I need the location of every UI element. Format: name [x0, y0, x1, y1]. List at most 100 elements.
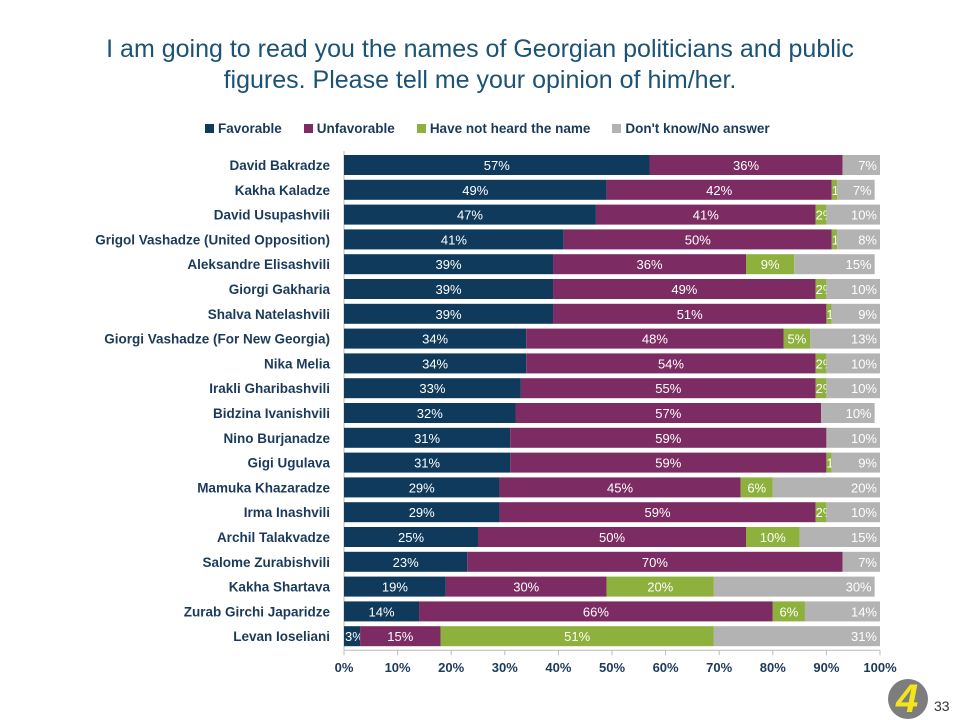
x-tick-label: 70% — [706, 660, 732, 675]
data-label: 49% — [462, 183, 488, 198]
bar-segment — [826, 378, 880, 399]
category-label: Salome Zurabishvili — [202, 555, 330, 570]
bar-segment — [344, 378, 521, 399]
logo-text: 4 — [896, 679, 919, 719]
bar-segment — [563, 229, 832, 250]
bar-segment — [344, 551, 468, 572]
bar-segment — [360, 626, 441, 647]
data-label: 47% — [457, 208, 483, 223]
bar-segment — [510, 452, 827, 473]
category-label: David Bakradze — [229, 158, 330, 173]
category-label: Irakli Gharibashvili — [209, 381, 330, 396]
bar-segment — [499, 502, 816, 523]
logo: 4 — [888, 679, 928, 719]
data-label: 36% — [733, 158, 759, 173]
data-label: 39% — [436, 257, 462, 272]
data-label: 15% — [387, 629, 413, 644]
bar-segment — [499, 477, 741, 498]
bar-segment — [826, 303, 832, 324]
data-label: 3% — [345, 629, 364, 644]
data-label: 50% — [685, 232, 711, 247]
bar-segment — [815, 279, 827, 299]
bar-segment — [553, 279, 816, 299]
bar-segment — [713, 576, 875, 597]
data-label: 59% — [655, 456, 681, 471]
bar-segment — [826, 353, 880, 374]
category-label: Nino Burjanadze — [223, 431, 330, 446]
bar-segment — [815, 353, 827, 374]
data-label: 25% — [398, 530, 424, 545]
legend-item: Have not heard the name — [416, 121, 591, 136]
category-label: David Usupashvili — [214, 208, 330, 223]
bar-segment — [831, 303, 880, 324]
category-label: Kakha Shartava — [229, 580, 331, 595]
data-label: 31% — [414, 431, 440, 446]
bar-segment — [804, 601, 880, 622]
bar-segment — [772, 477, 880, 498]
bar-segment — [344, 427, 511, 448]
bar-segment — [515, 403, 822, 423]
bar-segment — [344, 477, 500, 498]
category-label: Grigol Vashadze (United Opposition) — [95, 232, 330, 247]
data-label: 15% — [846, 257, 872, 272]
bar-segment — [713, 626, 880, 647]
bar-segment — [606, 179, 832, 200]
bar-segment — [553, 254, 746, 275]
bar-segment — [826, 502, 880, 523]
bar-segment — [344, 626, 361, 647]
bar-segment — [746, 527, 800, 547]
legend-swatch — [303, 124, 313, 133]
data-label: 19% — [382, 580, 408, 595]
bar-segment — [649, 155, 843, 175]
bar-segment — [467, 551, 843, 572]
data-label: 49% — [671, 282, 697, 297]
data-label: 8% — [858, 232, 877, 247]
x-tick-label: 20% — [438, 660, 464, 675]
data-label: 54% — [658, 356, 684, 371]
data-label: 7% — [858, 158, 877, 173]
x-tick-label: 60% — [653, 660, 679, 675]
bar-segment — [344, 353, 527, 374]
bar-segment — [837, 179, 875, 200]
category-label: Bidzina Ivanishvili — [213, 406, 330, 421]
bar-segment — [815, 502, 827, 523]
bar-segment — [520, 378, 816, 399]
legend: Favorable Unfavorable Have not heard the n… — [205, 121, 770, 136]
legend-label: Have not heard the name — [429, 121, 591, 136]
data-label: 57% — [655, 406, 681, 421]
x-tick-label: 50% — [599, 660, 625, 675]
x-tick-label: 100% — [863, 660, 897, 675]
x-tick-label: 30% — [492, 660, 518, 675]
data-label: 10% — [851, 505, 877, 520]
data-label: 14% — [369, 604, 395, 619]
category-label: Nika Melia — [264, 356, 331, 371]
bar-segment — [419, 601, 773, 622]
legend-label: Unfavorable — [316, 121, 395, 136]
x-tick-label: 80% — [760, 660, 786, 675]
bar-segment — [344, 204, 596, 225]
chart-title: I am going to read you the names of Geor… — [0, 34, 960, 96]
bar-segment — [344, 229, 564, 250]
data-label: 55% — [655, 381, 681, 396]
bar-segment — [831, 229, 838, 250]
data-label: 6% — [779, 604, 798, 619]
bar-segment — [344, 155, 650, 175]
bar-segment — [826, 204, 880, 225]
bar-segment — [478, 527, 746, 547]
data-label: 9% — [761, 257, 780, 272]
bar-segment — [344, 328, 527, 349]
data-label: 14% — [851, 604, 877, 619]
x-tick-label: 90% — [813, 660, 839, 675]
category-label: Irma Inashvili — [244, 505, 330, 520]
data-label: 20% — [647, 580, 673, 595]
data-label: 41% — [441, 232, 467, 247]
bar-segment — [831, 179, 838, 200]
bar-segment — [815, 204, 827, 225]
x-tick-label: 40% — [545, 660, 571, 675]
category-label: Gigi Ugulava — [247, 456, 330, 471]
bar-segment — [842, 551, 880, 572]
legend-swatch — [416, 124, 426, 133]
bar-segment — [794, 254, 875, 275]
data-label: 10% — [851, 381, 877, 396]
